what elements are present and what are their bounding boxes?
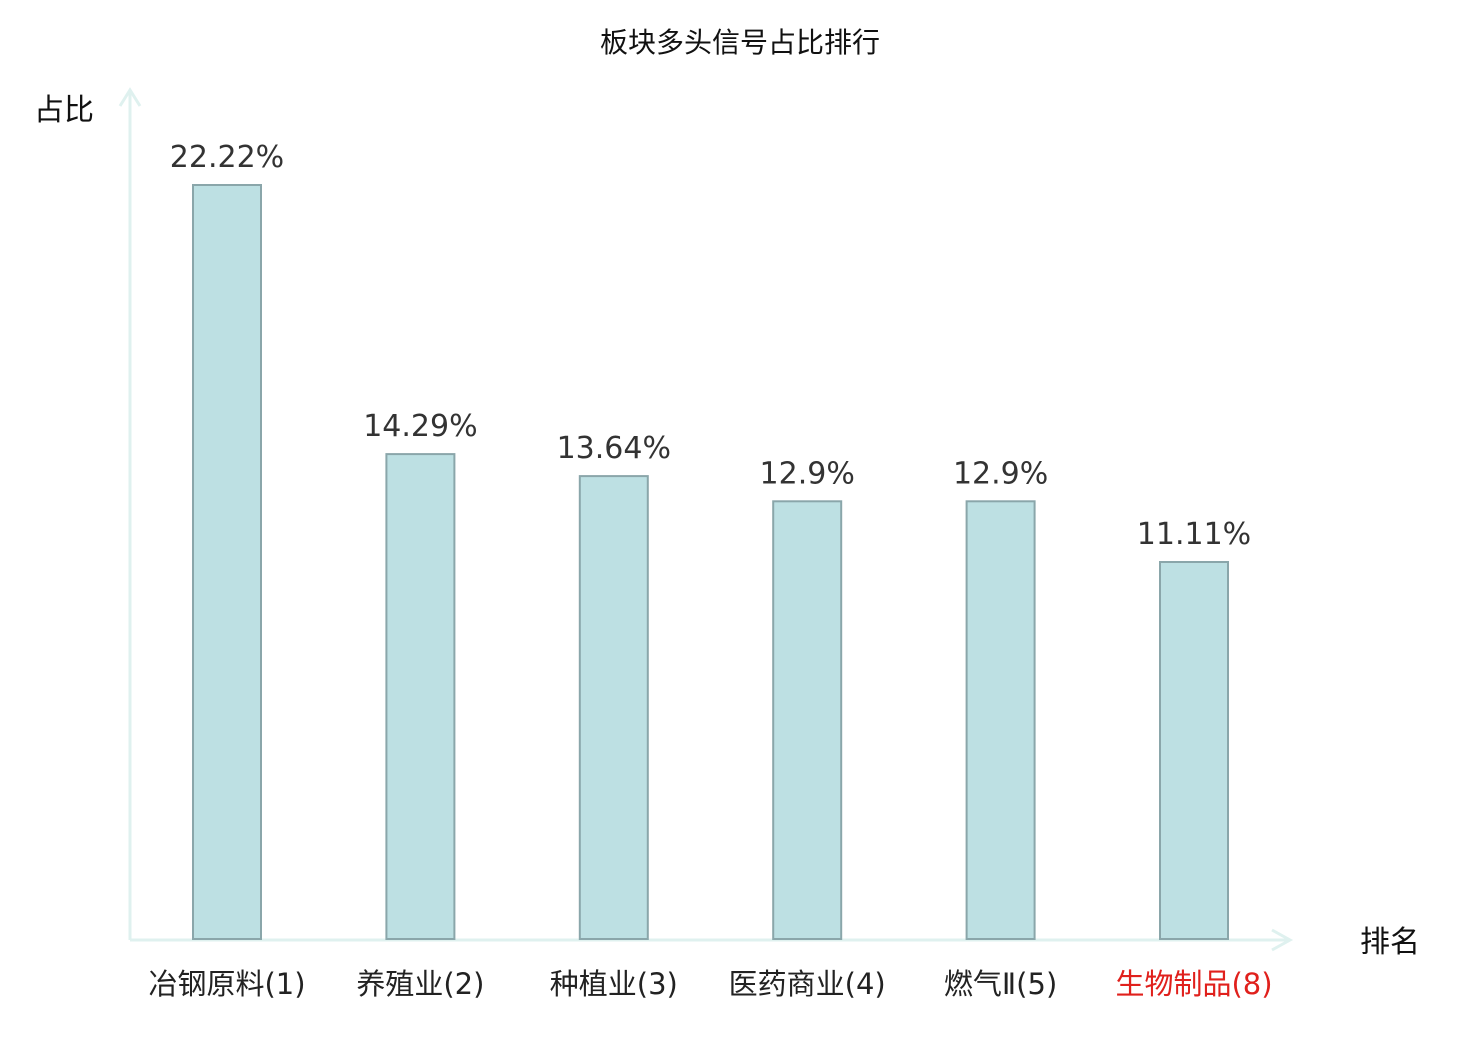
bar-5 xyxy=(965,500,1036,940)
x-axis xyxy=(130,928,1294,952)
x-tick-label-3: 种植业(3) xyxy=(550,967,678,1001)
bars-group xyxy=(192,184,1229,940)
x-tick-labels-group: 冶钢原料(1) 养殖业(2) 种植业(3) 医药商业(4) 燃气Ⅱ(5) 生物制品(8) xyxy=(148,967,1272,1001)
chart-title: 板块多头信号占比排行 xyxy=(600,26,880,59)
bar-4 xyxy=(772,500,843,940)
x-tick-label-2: 养殖业(2) xyxy=(356,967,484,1001)
x-tick-label-6: 生物制品(8) xyxy=(1115,967,1272,1001)
y-axis-label: 占比 xyxy=(34,93,94,128)
bar-3 xyxy=(578,475,649,940)
x-tick-label-4: 医药商业(4) xyxy=(729,967,886,1001)
bar-2 xyxy=(385,453,456,940)
value-label-1: 22.22% xyxy=(170,140,284,175)
bar-6 xyxy=(1159,561,1229,940)
value-label-5: 12.9% xyxy=(953,456,1048,491)
value-label-3: 13.64% xyxy=(557,431,671,466)
x-axis-label: 排名 xyxy=(1360,925,1420,960)
value-label-2: 14.29% xyxy=(363,409,477,444)
x-tick-label-1: 冶钢原料(1) xyxy=(148,967,305,1001)
value-label-4: 12.9% xyxy=(760,456,855,491)
x-tick-label-5: 燃气Ⅱ(5) xyxy=(944,967,1057,1001)
y-axis xyxy=(118,87,142,940)
value-labels-group: 22.22% 14.29% 13.64% 12.9% 12.9% 11.11% xyxy=(170,140,1251,552)
bar-1 xyxy=(192,184,262,940)
value-label-6: 11.11% xyxy=(1137,517,1251,552)
